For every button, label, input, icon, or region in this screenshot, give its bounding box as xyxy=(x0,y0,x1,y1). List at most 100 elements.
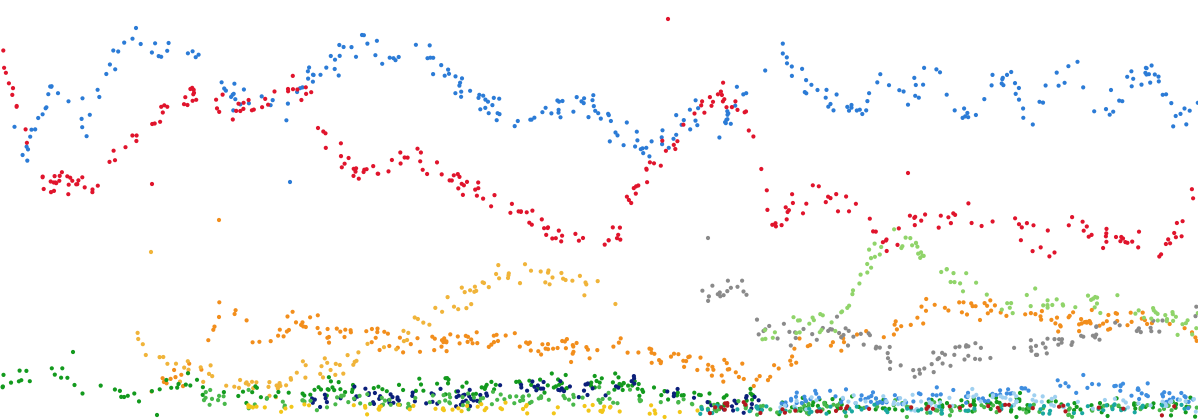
series-1-point xyxy=(82,185,87,190)
series-6-point xyxy=(326,375,331,380)
series-0-point xyxy=(285,101,290,106)
series-1-point xyxy=(1052,250,1057,255)
series-2-point xyxy=(1049,317,1054,322)
series-1-point xyxy=(80,175,85,180)
outlier-point xyxy=(149,181,155,187)
series-1-point xyxy=(707,95,713,100)
series-6-point xyxy=(149,389,154,394)
series-5-point xyxy=(908,236,913,241)
series-6-point xyxy=(1017,390,1023,396)
series-0-point xyxy=(660,142,665,147)
series-2-point xyxy=(545,342,551,347)
series-4-point xyxy=(953,345,958,350)
series-11-point xyxy=(853,400,859,406)
series-1-point xyxy=(907,213,913,218)
series-8-point xyxy=(904,414,910,420)
series-12-point xyxy=(824,411,829,416)
series-1-point xyxy=(946,215,951,220)
series-7-point xyxy=(665,389,670,394)
series-1-point xyxy=(895,242,900,247)
series-1-point xyxy=(425,171,430,177)
series-11-point xyxy=(782,403,788,408)
series-0-point xyxy=(857,107,862,112)
series-11-point xyxy=(901,402,906,407)
series-0-point xyxy=(944,92,949,97)
series-6-point xyxy=(380,387,385,392)
series-0-point xyxy=(621,143,626,148)
series-2-point xyxy=(315,313,320,318)
series-1-point xyxy=(191,87,196,92)
series-11-point xyxy=(1014,394,1019,399)
series-1-point xyxy=(57,173,62,178)
series-5-point xyxy=(1155,311,1160,316)
series-8-point xyxy=(526,393,532,398)
series-0-point xyxy=(780,51,785,56)
series-8-point xyxy=(379,395,384,400)
series-3-point xyxy=(505,275,511,281)
series-0-point xyxy=(185,51,190,56)
series-4-point xyxy=(885,351,890,356)
series-10-point xyxy=(1160,394,1166,399)
series-6-point xyxy=(72,382,77,388)
series-1-point xyxy=(1118,239,1123,244)
series-5-point xyxy=(1180,322,1185,327)
series-9-point xyxy=(262,405,267,410)
series-1-point xyxy=(853,201,859,206)
series-1-point xyxy=(263,96,268,101)
series-1-point xyxy=(844,194,849,199)
series-0-point xyxy=(439,63,444,68)
series-2-point xyxy=(285,314,290,319)
series-4-point xyxy=(973,341,978,346)
series-2-point xyxy=(364,329,369,334)
series-1-point xyxy=(912,223,917,228)
series-11-point xyxy=(1102,397,1107,403)
series-0-point xyxy=(784,61,790,66)
series-3-point xyxy=(570,278,575,283)
series-2-point xyxy=(385,331,390,336)
series-8-point xyxy=(689,401,695,406)
series-2-point xyxy=(569,359,574,365)
series-1-point xyxy=(1089,232,1094,237)
series-0-point xyxy=(875,80,880,85)
series-2-point xyxy=(1104,319,1109,324)
series-12-point xyxy=(1182,406,1187,411)
series-1-point xyxy=(508,210,513,215)
series-5-point xyxy=(845,305,850,310)
series-12-point xyxy=(1112,402,1117,407)
series-6-point xyxy=(493,382,498,387)
series-9-point xyxy=(465,403,470,408)
series-6-point xyxy=(696,392,702,397)
series-1-point xyxy=(246,97,251,103)
series-5-point xyxy=(984,292,989,297)
series-1-point xyxy=(545,225,551,230)
series-3-point xyxy=(421,320,426,325)
series-5-point xyxy=(958,281,963,286)
series-10-point xyxy=(934,393,939,398)
series-8-point xyxy=(822,402,827,407)
series-6-point xyxy=(1193,414,1198,419)
series-1-point xyxy=(681,122,686,127)
series-2-point xyxy=(681,358,686,363)
series-0-point xyxy=(1021,115,1026,120)
series-0-point xyxy=(607,139,612,144)
series-0-point xyxy=(270,98,275,103)
series-3-point xyxy=(284,383,289,388)
series-1-point xyxy=(800,211,806,216)
series-0-point xyxy=(1129,84,1134,89)
series-4-point xyxy=(1069,342,1074,347)
series-4-point xyxy=(957,344,962,349)
series-2-point xyxy=(539,352,544,357)
series-2-point xyxy=(924,296,929,302)
series-1-point xyxy=(266,102,271,107)
series-2-point xyxy=(1056,329,1061,334)
series-0-point xyxy=(864,108,869,113)
series-6-point xyxy=(60,366,65,371)
series-1-point xyxy=(134,138,139,144)
series-3-point xyxy=(325,360,330,365)
series-0-point xyxy=(1143,65,1148,70)
series-5-point xyxy=(772,330,778,335)
series-0-point xyxy=(349,45,354,50)
series-0-point xyxy=(387,55,392,60)
series-0-point xyxy=(196,52,201,57)
series-1-point xyxy=(880,240,886,245)
